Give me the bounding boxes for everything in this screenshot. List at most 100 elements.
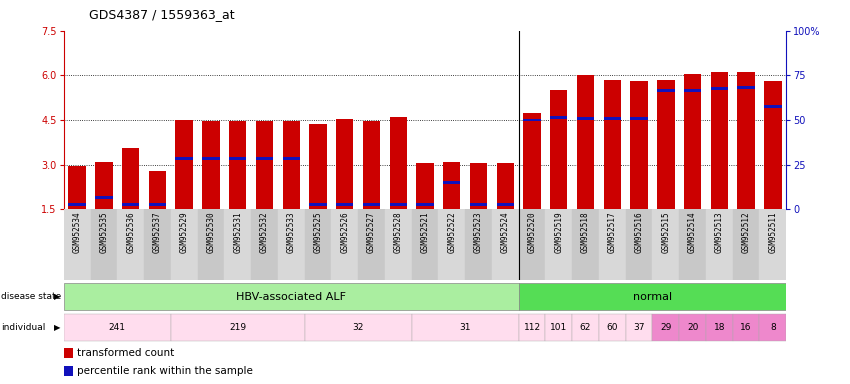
Text: GSM952528: GSM952528 <box>394 212 403 253</box>
Bar <box>738 86 755 89</box>
Text: GSM952518: GSM952518 <box>581 212 590 253</box>
Bar <box>443 162 461 209</box>
Bar <box>304 314 411 341</box>
Bar <box>518 283 786 310</box>
Bar <box>144 209 171 280</box>
Text: GSM952514: GSM952514 <box>688 212 697 253</box>
Text: GSM952522: GSM952522 <box>447 212 456 253</box>
Bar <box>546 314 572 341</box>
Bar <box>764 81 781 209</box>
Bar <box>524 113 541 209</box>
Bar <box>679 314 706 341</box>
Text: disease state: disease state <box>1 292 61 301</box>
Bar <box>309 204 326 206</box>
Bar <box>332 209 358 280</box>
Bar <box>363 121 380 209</box>
Text: 31: 31 <box>459 323 471 332</box>
Bar <box>492 209 518 280</box>
Bar <box>657 89 675 92</box>
Bar <box>64 314 171 341</box>
Text: 219: 219 <box>230 323 246 332</box>
Bar <box>95 196 112 199</box>
Text: 29: 29 <box>660 323 672 332</box>
Text: 8: 8 <box>770 323 776 332</box>
Bar <box>631 81 648 209</box>
Bar <box>411 314 518 341</box>
Text: 112: 112 <box>524 323 541 332</box>
Text: GSM952535: GSM952535 <box>99 212 109 253</box>
Bar <box>465 209 492 280</box>
Bar <box>122 204 139 206</box>
Bar <box>175 157 193 160</box>
Text: ▶: ▶ <box>54 323 60 332</box>
Text: GSM952537: GSM952537 <box>153 212 162 253</box>
Bar <box>171 209 197 280</box>
Bar <box>518 209 546 280</box>
Bar <box>282 121 300 209</box>
Bar <box>224 209 251 280</box>
Bar <box>336 204 354 206</box>
Text: GDS4387 / 1559363_at: GDS4387 / 1559363_at <box>89 8 235 21</box>
Bar <box>679 209 706 280</box>
Bar <box>470 204 487 206</box>
Bar <box>764 105 781 108</box>
Bar <box>604 80 621 209</box>
Bar <box>256 157 273 160</box>
Bar <box>251 209 278 280</box>
Bar <box>439 209 465 280</box>
Text: GSM952521: GSM952521 <box>421 212 429 253</box>
Bar <box>496 163 514 209</box>
Text: GSM952523: GSM952523 <box>474 212 483 253</box>
Bar <box>69 166 86 209</box>
Bar <box>336 119 354 209</box>
Bar <box>64 209 90 280</box>
Bar <box>706 209 733 280</box>
Text: GSM952533: GSM952533 <box>286 212 296 253</box>
Bar <box>626 314 653 341</box>
Text: GSM952534: GSM952534 <box>72 212 82 253</box>
Bar <box>657 80 675 209</box>
Bar <box>389 117 407 209</box>
Bar <box>90 209 117 280</box>
Text: 60: 60 <box>607 323 618 332</box>
Bar <box>496 204 514 206</box>
Text: percentile rank within the sample: percentile rank within the sample <box>76 366 252 376</box>
Bar <box>550 90 568 209</box>
Text: individual: individual <box>1 323 45 332</box>
Text: GSM952512: GSM952512 <box>741 212 751 253</box>
Bar <box>117 209 144 280</box>
Text: GSM952531: GSM952531 <box>233 212 242 253</box>
Text: 18: 18 <box>714 323 725 332</box>
Text: GSM952532: GSM952532 <box>260 212 269 253</box>
Bar <box>122 148 139 209</box>
Bar <box>653 209 679 280</box>
Bar <box>706 314 733 341</box>
Bar <box>572 209 599 280</box>
Bar <box>733 209 760 280</box>
Bar <box>282 157 300 160</box>
Bar <box>572 314 599 341</box>
Bar <box>202 157 219 160</box>
Bar <box>524 119 541 121</box>
Bar <box>626 209 653 280</box>
Text: GSM952525: GSM952525 <box>314 212 322 253</box>
Bar <box>171 314 304 341</box>
Text: 241: 241 <box>109 323 126 332</box>
Bar <box>64 348 73 358</box>
Text: GSM952526: GSM952526 <box>340 212 349 253</box>
Bar <box>577 117 594 120</box>
Bar <box>416 204 434 206</box>
Text: GSM952530: GSM952530 <box>207 212 215 253</box>
Text: GSM952536: GSM952536 <box>126 212 135 253</box>
Bar <box>175 120 193 209</box>
Bar <box>599 314 626 341</box>
Text: GSM952517: GSM952517 <box>608 212 617 253</box>
Bar <box>653 314 679 341</box>
Bar <box>411 209 439 280</box>
Text: HBV-associated ALF: HBV-associated ALF <box>236 291 346 302</box>
Bar <box>577 75 594 209</box>
Bar <box>229 121 246 209</box>
Bar <box>684 89 701 92</box>
Text: ▶: ▶ <box>54 292 60 301</box>
Text: GSM952511: GSM952511 <box>768 212 778 253</box>
